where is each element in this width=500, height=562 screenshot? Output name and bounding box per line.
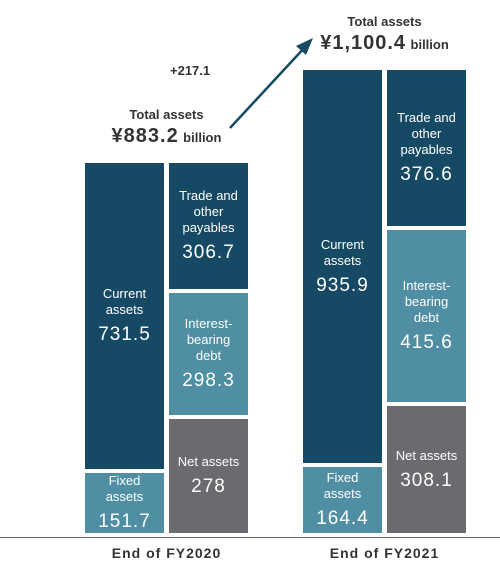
segment-value: 306.7 xyxy=(182,241,235,263)
category-label: End of FY2020 xyxy=(111,545,222,561)
total-unit: billion xyxy=(410,37,449,53)
total-title: Total assets xyxy=(347,14,422,30)
segment-name: Trade and other payables xyxy=(179,187,238,235)
total-value: ¥883.2 xyxy=(111,124,179,147)
segment: Fixed assets 164.4 xyxy=(303,467,382,533)
segment-value: 278 xyxy=(191,476,226,498)
segment: Current assets 731.5 xyxy=(85,162,164,469)
segment: Current assets 935.9 xyxy=(303,70,382,464)
total: Total assets ¥883.2 billion xyxy=(67,107,267,148)
change-arrow xyxy=(229,38,313,129)
segment-name: Current assets xyxy=(320,236,365,268)
segment: Interest-bearing debt 298.3 xyxy=(169,292,248,416)
segment-value: 731.5 xyxy=(98,323,151,345)
segment-name: Fixed assets xyxy=(105,472,144,504)
segment-value: 935.9 xyxy=(316,274,369,296)
segment: Fixed assets 151.7 xyxy=(85,472,164,533)
segment-name: Interest-bearing debt xyxy=(184,315,233,363)
total-unit: billion xyxy=(183,129,222,145)
category-label: End of FY2021 xyxy=(329,545,440,561)
segment-value: 298.3 xyxy=(182,369,235,391)
segment: Net assets 278 xyxy=(169,419,248,533)
segment-name: Net assets xyxy=(177,454,240,470)
segment-value: 415.6 xyxy=(400,332,453,354)
segment-name: Fixed assets xyxy=(323,470,362,502)
segment: Net assets 308.1 xyxy=(387,406,466,533)
total-value: ¥1,100.4 xyxy=(320,32,407,55)
total-line: ¥883.2 billion xyxy=(67,125,267,148)
segment: Trade and other payables 376.6 xyxy=(387,70,466,227)
segment-name: Interest-bearing debt xyxy=(402,278,451,326)
segment-value: 308.1 xyxy=(400,469,453,491)
total-line: ¥1,100.4 billion xyxy=(285,32,485,55)
segment: Interest-bearing debt 415.6 xyxy=(387,230,466,403)
segment-value: 151.7 xyxy=(98,510,151,532)
segment-name: Current assets xyxy=(102,285,147,317)
segment-value: 164.4 xyxy=(316,508,369,530)
segment-value: 376.6 xyxy=(400,164,453,186)
segment: Trade and other payables 306.7 xyxy=(169,162,248,289)
segment-name: Net assets xyxy=(395,447,458,463)
total-title: Total assets xyxy=(129,106,204,122)
change-label: +217.1 xyxy=(170,63,211,78)
segment-name: Trade and other payables xyxy=(397,110,456,158)
total: Total assets ¥1,100.4 billion xyxy=(285,14,485,55)
